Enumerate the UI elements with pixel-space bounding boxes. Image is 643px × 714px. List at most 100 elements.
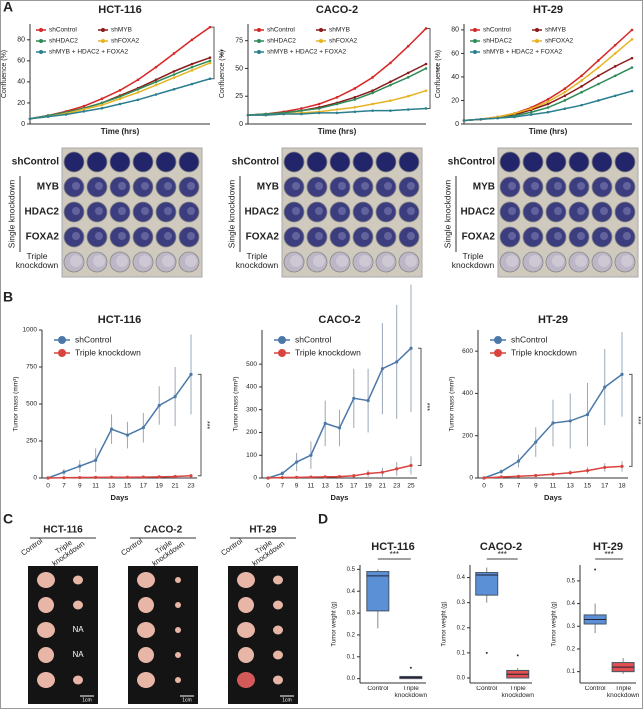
well-speckle — [72, 207, 80, 215]
well-speckle — [338, 232, 346, 240]
tumor — [175, 602, 181, 608]
row-label: FOXA2 — [462, 232, 496, 243]
point — [190, 82, 194, 86]
tumor — [137, 622, 155, 638]
well-speckle — [162, 255, 174, 267]
y-tick-label: 20 — [451, 97, 459, 104]
point — [499, 470, 503, 474]
x-tick-label: 0 — [482, 483, 486, 490]
well-speckle — [116, 255, 128, 267]
point — [46, 115, 50, 118]
point — [534, 440, 538, 444]
well-speckle — [531, 207, 539, 215]
point — [46, 476, 50, 480]
point — [109, 427, 114, 431]
legend-label: Triple knockdown — [295, 347, 361, 357]
y-tick-label: 0.5 — [347, 567, 356, 573]
x-tick-label: 21 — [171, 483, 179, 490]
well — [352, 151, 374, 173]
point — [406, 71, 410, 75]
well-speckle — [600, 232, 608, 240]
point — [100, 97, 104, 101]
x-tick-label: Triple knockdown — [394, 686, 428, 699]
point — [580, 85, 583, 88]
point — [371, 102, 374, 106]
well — [545, 151, 567, 173]
annotation: *** — [390, 550, 399, 559]
point — [172, 73, 176, 76]
y-tick-label: 400 — [462, 390, 473, 397]
well — [306, 151, 328, 173]
legend-dot — [319, 39, 323, 43]
annotation: *** — [432, 64, 439, 72]
legend-dot — [494, 349, 502, 357]
well-speckle — [187, 232, 195, 240]
point — [266, 476, 270, 480]
legend-dot — [535, 39, 539, 43]
outlier — [594, 568, 597, 571]
tumor — [237, 672, 255, 688]
point — [154, 80, 158, 84]
point — [389, 61, 392, 65]
tumor — [73, 575, 83, 585]
legend-label: shFOXA2 — [111, 38, 140, 45]
point — [62, 470, 66, 474]
well — [283, 151, 305, 173]
point — [462, 119, 466, 122]
legend-dot — [473, 28, 477, 32]
x-tick-label: Control — [476, 686, 498, 692]
well-speckle — [407, 232, 415, 240]
x-tick-label: 23 — [393, 483, 401, 490]
tumor — [175, 627, 181, 633]
tumor — [37, 572, 55, 588]
y-axis-label: Tumor mass (mm³) — [233, 376, 240, 431]
legend-dot — [101, 28, 105, 32]
point — [409, 346, 413, 350]
legend-label: shControl — [483, 27, 511, 34]
x-tick-label: 11 — [308, 483, 315, 490]
y-tick-label: 0.2 — [457, 625, 466, 631]
point — [100, 101, 104, 105]
well — [499, 151, 521, 173]
point — [300, 107, 303, 110]
point — [563, 94, 567, 98]
x-tick-label: Triple knockdown — [606, 686, 640, 699]
x-tick-label: 7 — [280, 483, 284, 490]
tumor — [237, 622, 255, 638]
row-label: FOXA2 — [26, 232, 60, 243]
x-tick-label: 19 — [364, 483, 372, 490]
y-tick-label: 200 — [246, 429, 257, 436]
point — [406, 76, 410, 79]
point — [613, 74, 617, 78]
legend-dot — [278, 336, 286, 344]
well — [614, 151, 636, 173]
x-tick-label: 17 — [350, 483, 358, 490]
scale-label: 1cm — [282, 697, 291, 703]
legend-dot — [257, 50, 261, 54]
y-tick-label: 0 — [469, 475, 473, 482]
legend-dot — [535, 28, 539, 32]
chart-title: HCT-116 — [371, 541, 414, 553]
x-tick-label: 7 — [62, 483, 66, 490]
well-speckle — [577, 207, 585, 215]
well-speckle — [623, 232, 631, 240]
y-tick-label: 80 — [451, 27, 459, 34]
x-tick-label: 21 — [379, 483, 387, 490]
legend-label: shControl — [75, 334, 111, 344]
point — [513, 112, 516, 115]
y-tick-label: 0 — [239, 121, 243, 128]
well-speckle — [508, 182, 516, 190]
point — [563, 107, 567, 111]
row-label: shControl — [12, 157, 59, 168]
point — [630, 89, 634, 93]
point — [118, 95, 122, 98]
legend-label: shMYB — [545, 27, 566, 34]
point — [82, 110, 86, 113]
photo-title: CACO-2 — [144, 525, 183, 536]
point — [94, 475, 98, 480]
annotation: *** — [216, 49, 223, 57]
legend-label: Triple knockdown — [511, 347, 577, 357]
tumor — [237, 572, 255, 588]
point — [597, 99, 600, 102]
